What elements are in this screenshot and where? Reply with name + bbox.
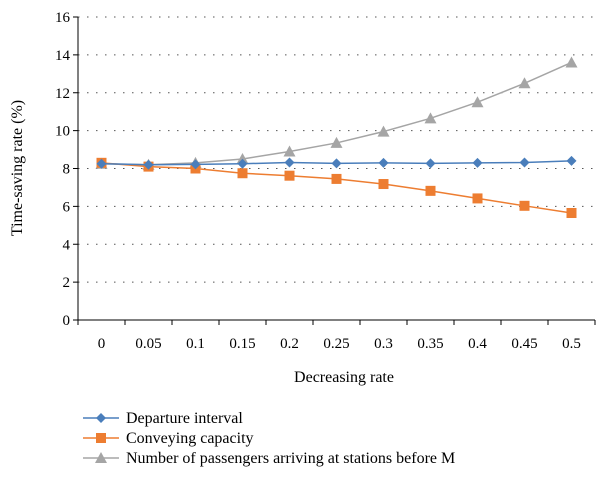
- legend-marker: [96, 413, 106, 423]
- x-tick-label: 0: [98, 336, 106, 352]
- x-tick-labels: 0 0.05 0.1 0.15 0.2 0.25 0.3 0.35 0.4 0.45 0.5: [77, 320, 596, 352]
- data-point: [378, 179, 389, 190]
- series-layer: [95, 56, 578, 219]
- legend-item: Number of passengers arriving at station…: [83, 450, 455, 467]
- y-tick-labels: 0 2 4 6 8 10 12 14 16: [55, 10, 78, 329]
- legend-item: Conveying capacity: [83, 430, 254, 447]
- series-line: [101, 162, 572, 214]
- x-tick-label: 0.2: [280, 336, 299, 352]
- x-tick-label: 0.3: [374, 336, 393, 352]
- y-tick-label: 12: [55, 86, 70, 102]
- y-tick-label: 14: [55, 48, 71, 64]
- data-point: [283, 145, 296, 157]
- data-point: [96, 158, 107, 169]
- data-point: [472, 157, 483, 168]
- x-tick-label: 0.15: [229, 336, 255, 352]
- y-tick-label: 10: [55, 124, 70, 140]
- data-point: [424, 112, 437, 124]
- data-point: [565, 56, 578, 68]
- y-tick-label: 0: [63, 313, 71, 329]
- gridlines: [78, 16, 595, 283]
- x-axis-label: Decreasing rate: [294, 369, 394, 386]
- data-point: [331, 158, 342, 169]
- data-point: [236, 153, 249, 165]
- legend-label: Number of passengers arriving at station…: [126, 450, 455, 467]
- data-point: [378, 157, 389, 168]
- series-line: [101, 61, 572, 166]
- x-tick-label: 0.05: [135, 336, 161, 352]
- data-point: [143, 159, 154, 170]
- legend-marker: [96, 433, 106, 443]
- x-tick-label: 0.25: [323, 336, 349, 352]
- data-point: [566, 208, 577, 219]
- data-point: [330, 136, 343, 148]
- legend-marker: [95, 452, 107, 463]
- x-tick-label: 0.4: [468, 336, 487, 352]
- data-point: [472, 193, 483, 204]
- data-point: [284, 170, 295, 181]
- x-tick-label: 0.1: [186, 336, 205, 352]
- data-point: [237, 158, 248, 169]
- data-point: [377, 125, 390, 137]
- y-tick-label: 6: [63, 199, 71, 215]
- legend: Departure interval Conveying capacity Numb…: [83, 410, 455, 467]
- x-tick-label: 0.45: [511, 336, 537, 352]
- legend-label: Conveying capacity: [126, 430, 254, 447]
- x-tick-label: 0.35: [417, 336, 443, 352]
- series-triangle: [95, 56, 578, 170]
- data-point: [425, 185, 436, 196]
- legend-item: Departure interval: [83, 410, 243, 427]
- data-point: [566, 155, 577, 166]
- data-point: [519, 157, 530, 168]
- data-point: [284, 157, 295, 168]
- series-diamond: [96, 155, 577, 170]
- x-tick-label: 0.5: [562, 336, 581, 352]
- axes: [77, 17, 595, 321]
- data-point: [425, 158, 436, 169]
- y-tick-label: 16: [55, 10, 71, 26]
- y-tick-label: 4: [63, 237, 71, 253]
- data-point: [190, 159, 201, 170]
- data-point: [518, 77, 531, 89]
- data-point: [331, 173, 342, 184]
- y-tick-label: 8: [63, 162, 71, 178]
- legend-label: Departure interval: [126, 410, 243, 427]
- y-axis-label: Time-saving rate (%): [9, 100, 26, 236]
- data-point: [471, 96, 484, 108]
- data-point: [519, 200, 530, 211]
- data-point: [237, 168, 248, 179]
- y-tick-label: 2: [63, 275, 71, 291]
